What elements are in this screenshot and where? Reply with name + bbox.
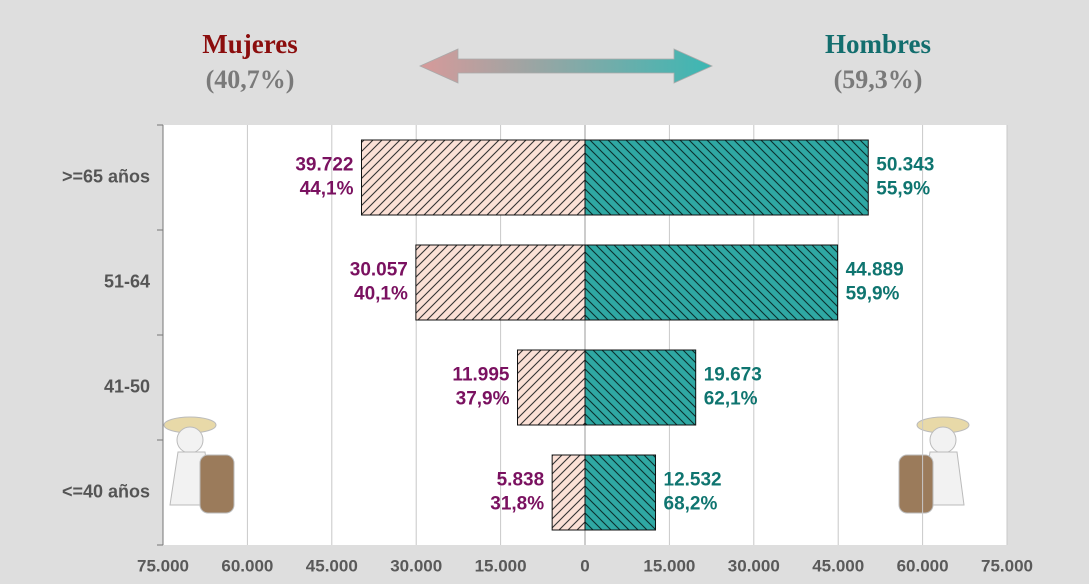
bar [584,244,839,321]
bar [415,244,586,321]
value-label: 19.673 [704,365,762,386]
value-label: 30.057 [350,260,408,281]
share-label: 37,9% [456,389,510,410]
x-tick-label: 15.000 [643,556,695,575]
category-label: <=40 años [62,481,150,501]
share-label: 59,9% [846,284,900,305]
bar [584,139,869,216]
figure-left [163,416,235,514]
total-share: (59,3%) [834,65,923,94]
x-tick-label: 75.000 [137,556,189,575]
x-tick-label: 30.000 [390,556,442,575]
x-tick-label: 30.000 [728,556,780,575]
share-label: 62,1% [704,389,758,410]
total-share: (40,7%) [206,65,295,94]
x-tick-label: 45.000 [812,556,864,575]
share-label: 55,9% [876,179,930,200]
value-label: 12.532 [664,470,722,491]
direction-arrow [419,48,713,84]
x-tick-label: 60.000 [897,556,949,575]
value-label: 11.995 [452,365,509,386]
x-tick-label: 0 [580,556,589,575]
figure-right [898,416,970,514]
bar [360,139,586,216]
x-tick-label: 45.000 [306,556,358,575]
legend-entry: Hombres [825,29,931,59]
share-label: 68,2% [664,494,718,515]
x-tick-label: 15.000 [475,556,527,575]
value-label: 44.889 [846,260,904,281]
share-label: 40,1% [354,284,408,305]
category-label: 41-50 [104,376,150,396]
value-label: 50.343 [876,155,934,176]
x-tick-label: 75.000 [981,556,1033,575]
bar [551,454,586,531]
value-label: 5.838 [497,470,545,491]
category-label: 51-64 [104,271,150,291]
bar [584,454,657,531]
share-label: 31,8% [490,494,544,515]
value-label: 39.722 [295,155,353,176]
bar [584,349,697,426]
share-label: 44,1% [300,179,354,200]
category-label: >=65 años [62,166,150,186]
legend-entry: Mujeres [202,29,297,59]
bar [517,349,586,426]
x-tick-label: 60.000 [221,556,273,575]
